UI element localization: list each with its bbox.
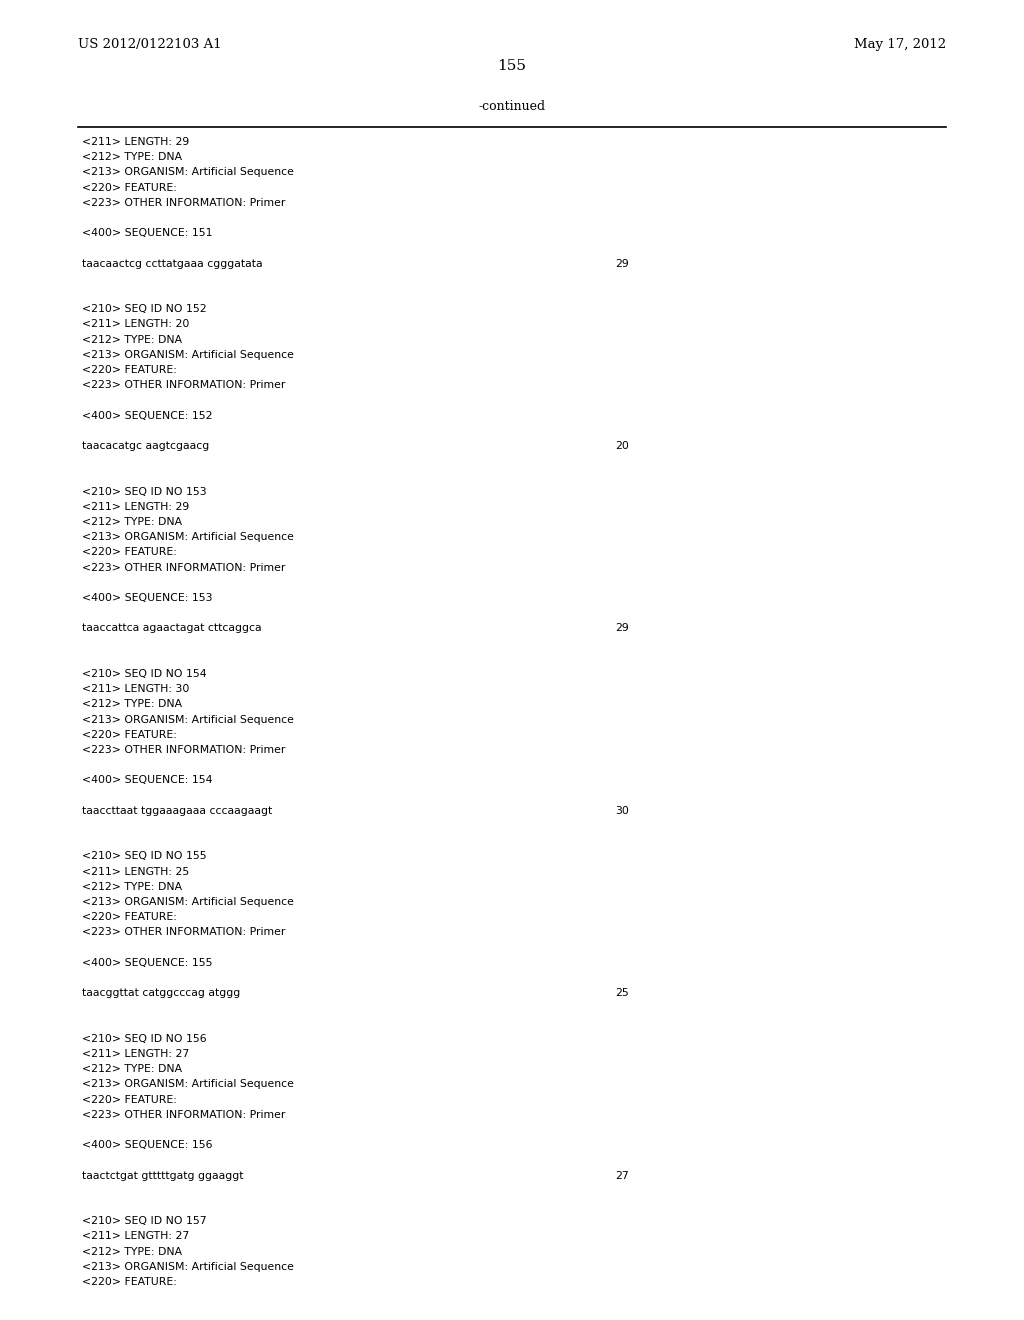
Text: <220> FEATURE:: <220> FEATURE: (82, 1094, 177, 1105)
Text: <210> SEQ ID NO 155: <210> SEQ ID NO 155 (82, 851, 207, 862)
Text: <211> LENGTH: 27: <211> LENGTH: 27 (82, 1232, 189, 1241)
Text: <210> SEQ ID NO 157: <210> SEQ ID NO 157 (82, 1216, 207, 1226)
Text: 29: 29 (615, 259, 629, 268)
Text: <213> ORGANISM: Artificial Sequence: <213> ORGANISM: Artificial Sequence (82, 714, 294, 725)
Text: <213> ORGANISM: Artificial Sequence: <213> ORGANISM: Artificial Sequence (82, 1080, 294, 1089)
Text: <213> ORGANISM: Artificial Sequence: <213> ORGANISM: Artificial Sequence (82, 350, 294, 360)
Text: 25: 25 (615, 989, 629, 998)
Text: taacggttat catggcccag atggg: taacggttat catggcccag atggg (82, 989, 241, 998)
Text: <223> OTHER INFORMATION: Primer: <223> OTHER INFORMATION: Primer (82, 380, 286, 391)
Text: <220> FEATURE:: <220> FEATURE: (82, 182, 177, 193)
Text: <212> TYPE: DNA: <212> TYPE: DNA (82, 1246, 182, 1257)
Text: <212> TYPE: DNA: <212> TYPE: DNA (82, 700, 182, 709)
Text: <211> LENGTH: 30: <211> LENGTH: 30 (82, 684, 189, 694)
Text: <220> FEATURE:: <220> FEATURE: (82, 1276, 177, 1287)
Text: -continued: -continued (478, 100, 546, 114)
Text: 20: 20 (615, 441, 629, 451)
Text: <212> TYPE: DNA: <212> TYPE: DNA (82, 882, 182, 892)
Text: <220> FEATURE:: <220> FEATURE: (82, 548, 177, 557)
Text: <212> TYPE: DNA: <212> TYPE: DNA (82, 334, 182, 345)
Text: <223> OTHER INFORMATION: Primer: <223> OTHER INFORMATION: Primer (82, 928, 286, 937)
Text: <210> SEQ ID NO 156: <210> SEQ ID NO 156 (82, 1034, 207, 1044)
Text: <223> OTHER INFORMATION: Primer: <223> OTHER INFORMATION: Primer (82, 1110, 286, 1119)
Text: taactctgat gtttttgatg ggaaggt: taactctgat gtttttgatg ggaaggt (82, 1171, 244, 1180)
Text: 155: 155 (498, 59, 526, 73)
Text: <211> LENGTH: 29: <211> LENGTH: 29 (82, 137, 189, 147)
Text: <211> LENGTH: 29: <211> LENGTH: 29 (82, 502, 189, 512)
Text: <220> FEATURE:: <220> FEATURE: (82, 730, 177, 739)
Text: <213> ORGANISM: Artificial Sequence: <213> ORGANISM: Artificial Sequence (82, 168, 294, 177)
Text: <210> SEQ ID NO 154: <210> SEQ ID NO 154 (82, 669, 207, 678)
Text: <400> SEQUENCE: 154: <400> SEQUENCE: 154 (82, 775, 213, 785)
Text: <210> SEQ ID NO 152: <210> SEQ ID NO 152 (82, 304, 207, 314)
Text: <212> TYPE: DNA: <212> TYPE: DNA (82, 517, 182, 527)
Text: 30: 30 (615, 805, 629, 816)
Text: May 17, 2012: May 17, 2012 (854, 38, 946, 51)
Text: 29: 29 (615, 623, 629, 634)
Text: <211> LENGTH: 20: <211> LENGTH: 20 (82, 319, 189, 330)
Text: <212> TYPE: DNA: <212> TYPE: DNA (82, 152, 182, 162)
Text: <211> LENGTH: 25: <211> LENGTH: 25 (82, 867, 189, 876)
Text: <400> SEQUENCE: 155: <400> SEQUENCE: 155 (82, 958, 213, 968)
Text: US 2012/0122103 A1: US 2012/0122103 A1 (78, 38, 221, 51)
Text: <223> OTHER INFORMATION: Primer: <223> OTHER INFORMATION: Primer (82, 562, 286, 573)
Text: <210> SEQ ID NO 153: <210> SEQ ID NO 153 (82, 487, 207, 496)
Text: taacaactcg ccttatgaaa cgggatata: taacaactcg ccttatgaaa cgggatata (82, 259, 262, 268)
Text: <220> FEATURE:: <220> FEATURE: (82, 366, 177, 375)
Text: <212> TYPE: DNA: <212> TYPE: DNA (82, 1064, 182, 1074)
Text: <213> ORGANISM: Artificial Sequence: <213> ORGANISM: Artificial Sequence (82, 532, 294, 543)
Text: <400> SEQUENCE: 151: <400> SEQUENCE: 151 (82, 228, 213, 238)
Text: <400> SEQUENCE: 156: <400> SEQUENCE: 156 (82, 1140, 213, 1150)
Text: <223> OTHER INFORMATION: Primer: <223> OTHER INFORMATION: Primer (82, 198, 286, 207)
Text: <400> SEQUENCE: 152: <400> SEQUENCE: 152 (82, 411, 213, 421)
Text: taaccattca agaactagat cttcaggca: taaccattca agaactagat cttcaggca (82, 623, 261, 634)
Text: <220> FEATURE:: <220> FEATURE: (82, 912, 177, 923)
Text: <213> ORGANISM: Artificial Sequence: <213> ORGANISM: Artificial Sequence (82, 898, 294, 907)
Text: <400> SEQUENCE: 153: <400> SEQUENCE: 153 (82, 593, 213, 603)
Text: <223> OTHER INFORMATION: Primer: <223> OTHER INFORMATION: Primer (82, 744, 286, 755)
Text: <211> LENGTH: 27: <211> LENGTH: 27 (82, 1049, 189, 1059)
Text: taaccttaat tggaaagaaa cccaagaagt: taaccttaat tggaaagaaa cccaagaagt (82, 805, 272, 816)
Text: taacacatgc aagtcgaacg: taacacatgc aagtcgaacg (82, 441, 209, 451)
Text: <213> ORGANISM: Artificial Sequence: <213> ORGANISM: Artificial Sequence (82, 1262, 294, 1271)
Text: 27: 27 (615, 1171, 629, 1180)
